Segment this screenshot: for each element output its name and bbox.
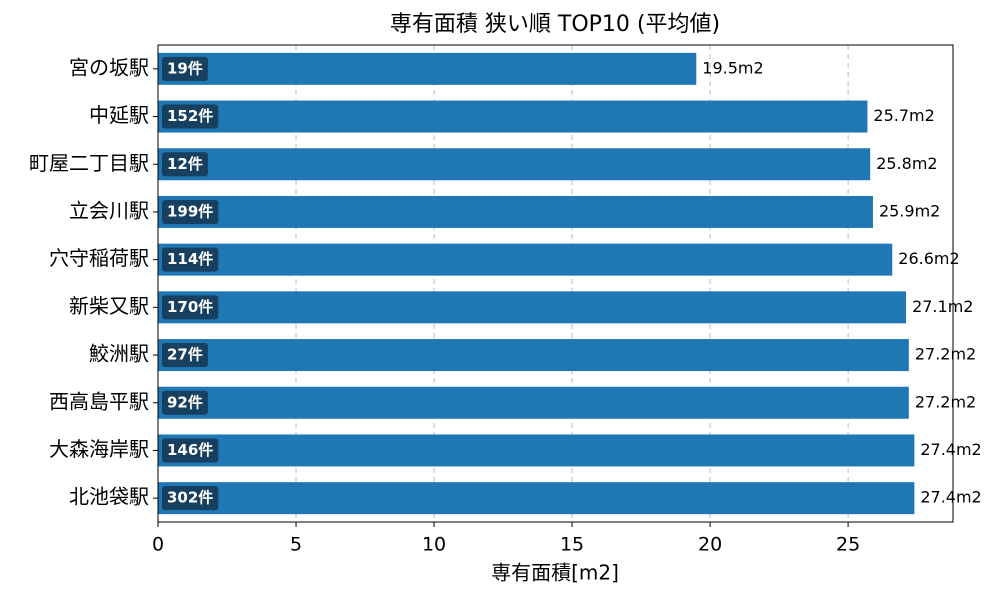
y-tick-label: 穴守稲荷駅 xyxy=(49,246,149,270)
count-badge xyxy=(162,247,219,272)
x-tick-label: 25 xyxy=(836,534,860,556)
y-tick-label: 立会川駅 xyxy=(69,198,149,222)
bar xyxy=(158,100,868,133)
y-tick-label: 町屋二丁目駅 xyxy=(29,151,149,175)
count-label: 199件 xyxy=(167,202,213,220)
count-badge xyxy=(162,152,208,177)
count-label: 170件 xyxy=(167,298,213,316)
value-label: 27.1m2 xyxy=(912,297,973,316)
y-tick-label: 大森海岸駅 xyxy=(49,437,149,461)
count-badge xyxy=(162,343,208,368)
bar xyxy=(158,386,909,419)
y-tick-label: 西高島平駅 xyxy=(49,389,149,413)
value-label: 26.6m2 xyxy=(898,249,959,268)
value-label: 27.2m2 xyxy=(915,392,976,411)
plot-frame xyxy=(157,44,954,523)
value-label: 27.4m2 xyxy=(920,488,981,507)
y-tick-label: 宮の坂駅 xyxy=(69,55,149,79)
value-label: 27.4m2 xyxy=(920,440,981,459)
chart-title: 専有面積 狭い順 TOP10 (平均値) xyxy=(390,12,720,37)
bar xyxy=(158,243,893,276)
count-label: 92件 xyxy=(167,393,203,411)
value-label: 25.9m2 xyxy=(879,201,940,220)
bar xyxy=(158,291,907,324)
count-label: 302件 xyxy=(167,489,213,507)
value-label: 25.7m2 xyxy=(873,106,934,125)
bar xyxy=(158,195,873,228)
count-label: 19件 xyxy=(167,59,203,77)
bar xyxy=(158,52,697,85)
count-badge xyxy=(162,56,208,81)
x-tick-label: 0 xyxy=(152,534,164,556)
x-tick-label: 20 xyxy=(698,534,722,556)
y-tick-label: 中延駅 xyxy=(89,103,149,127)
y-tick-label: 北池袋駅 xyxy=(69,485,149,509)
value-label: 27.2m2 xyxy=(915,345,976,364)
count-label: 114件 xyxy=(167,250,213,268)
count-badge xyxy=(162,438,219,463)
bar xyxy=(158,148,871,181)
count-badge xyxy=(162,390,208,415)
count-badge xyxy=(162,295,219,320)
x-tick-label: 10 xyxy=(422,534,446,556)
count-label: 12件 xyxy=(167,155,203,173)
count-badge xyxy=(162,486,219,511)
count-badge xyxy=(162,199,219,224)
y-tick-label: 鮫洲駅 xyxy=(89,342,149,366)
bar xyxy=(158,434,915,467)
x-axis-label: 専有面積[m2] xyxy=(491,561,619,585)
x-tick-label: 5 xyxy=(290,534,302,556)
value-label: 19.5m2 xyxy=(702,58,763,77)
count-label: 146件 xyxy=(167,441,213,459)
y-tick-label: 新柴又駅 xyxy=(69,294,149,318)
count-badge xyxy=(162,104,219,129)
count-label: 27件 xyxy=(167,346,203,364)
count-label: 152件 xyxy=(167,107,213,125)
bar xyxy=(158,339,909,372)
bar xyxy=(158,482,915,515)
value-label: 25.8m2 xyxy=(876,154,937,173)
x-tick-label: 15 xyxy=(560,534,584,556)
